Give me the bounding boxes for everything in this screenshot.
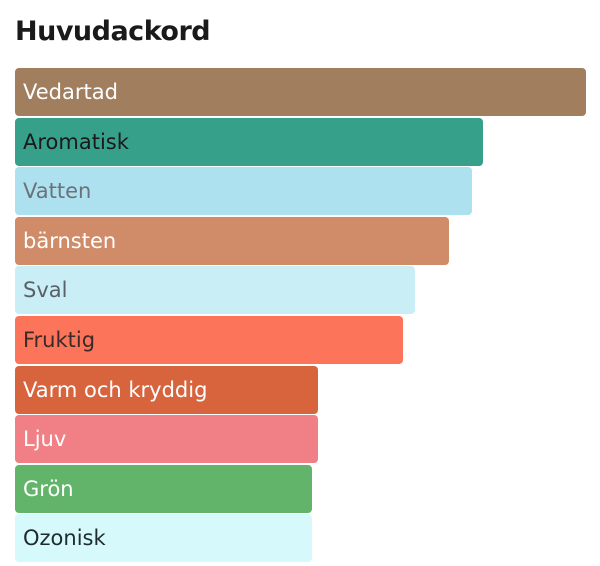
bar-aromatisk: Aromatisk xyxy=(15,118,483,166)
bar-label: Sval xyxy=(23,278,68,302)
bar-label: Grön xyxy=(23,477,74,501)
bar-label: Varm och kryddig xyxy=(23,378,208,402)
bar-label: Ljuv xyxy=(23,427,67,451)
bar-bärnsten: bärnsten xyxy=(15,217,449,265)
bar-ljuv: Ljuv xyxy=(15,415,318,463)
chart-title: Huvudackord xyxy=(15,16,211,47)
bar-label: bärnsten xyxy=(23,229,117,253)
bar-grön: Grön xyxy=(15,465,312,513)
bar-label: Vedartad xyxy=(23,80,118,104)
bar-vedartad: Vedartad xyxy=(15,68,586,116)
bar-label: Fruktig xyxy=(23,328,96,352)
bar-sval: Sval xyxy=(15,266,415,314)
bar-varm-och-kryddig: Varm och kryddig xyxy=(15,366,318,414)
bar-vatten: Vatten xyxy=(15,167,472,215)
bar-ozonisk: Ozonisk xyxy=(15,514,312,562)
bar-label: Aromatisk xyxy=(23,130,129,154)
bar-label: Ozonisk xyxy=(23,526,106,550)
bar-fruktig: Fruktig xyxy=(15,316,403,364)
bar-label: Vatten xyxy=(23,179,92,203)
